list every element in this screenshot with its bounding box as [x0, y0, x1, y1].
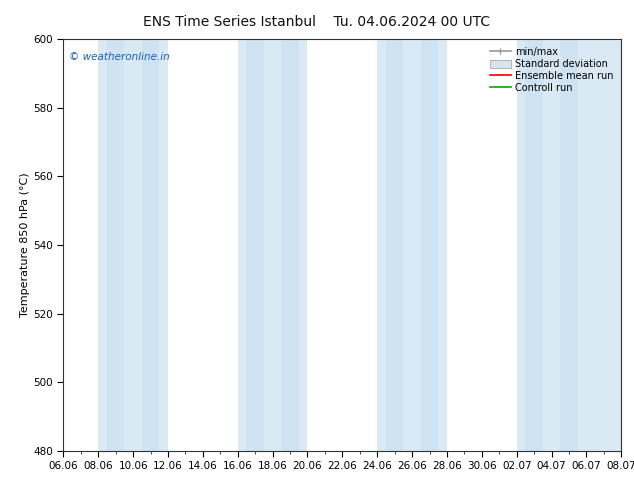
Y-axis label: Temperature 850 hPa (°C): Temperature 850 hPa (°C): [20, 172, 30, 318]
Bar: [421, 39, 438, 451]
Bar: [142, 39, 159, 451]
Legend: min/max, Standard deviation, Ensemble mean run, Controll run: min/max, Standard deviation, Ensemble me…: [487, 44, 616, 96]
Bar: [247, 39, 264, 451]
Bar: [281, 39, 299, 451]
Bar: [98, 39, 168, 451]
Bar: [517, 39, 586, 451]
Bar: [377, 39, 447, 451]
Bar: [386, 39, 403, 451]
Bar: [238, 39, 307, 451]
Bar: [526, 39, 543, 451]
Text: © weatheronline.in: © weatheronline.in: [69, 51, 170, 62]
Bar: [560, 39, 578, 451]
Bar: [586, 39, 621, 451]
Text: ENS Time Series Istanbul    Tu. 04.06.2024 00 UTC: ENS Time Series Istanbul Tu. 04.06.2024 …: [143, 15, 491, 29]
Bar: [107, 39, 124, 451]
